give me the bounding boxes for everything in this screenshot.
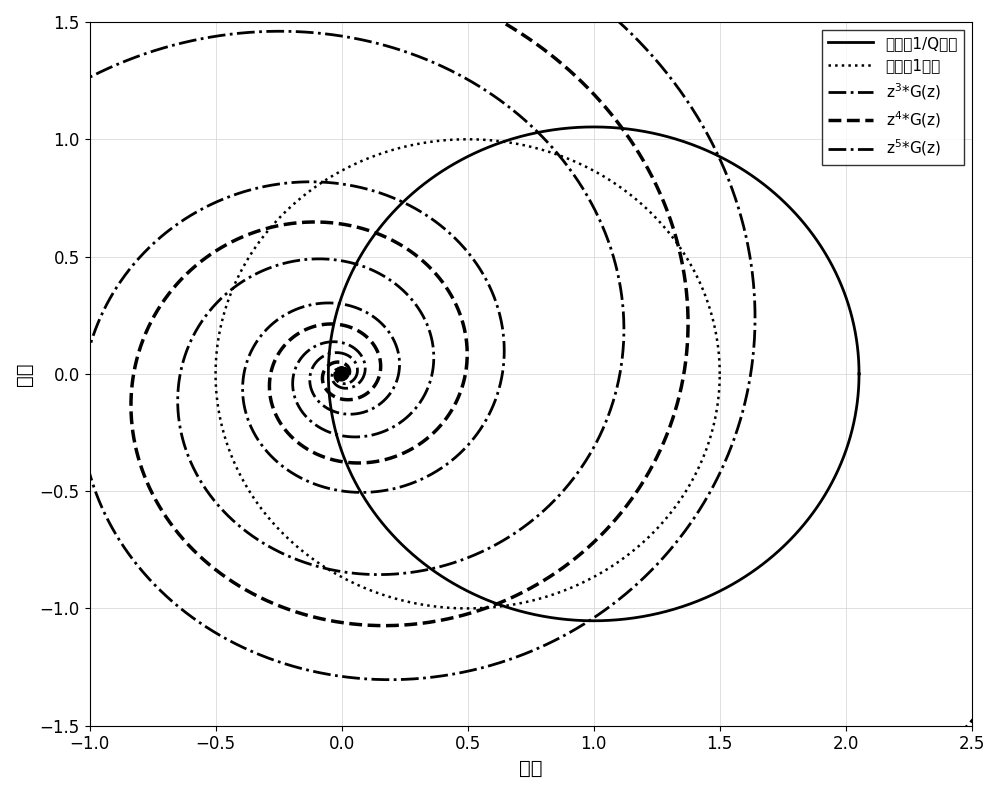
z$^5$*G(z) [339,365,351,374]
z$^3$*G(z) [336,365,348,374]
z$^3$*G(z) [336,369,348,378]
z$^3$*G(z) [268,318,280,328]
半径为1的圆 [710,411,722,420]
Y-axis label: 虚轴: 虚轴 [15,362,34,385]
z$^4$*G(z) [335,374,347,384]
z$^3$*G(z) [305,368,317,377]
z$^3$*G(z) [336,374,348,384]
半径为1的圆 [701,295,713,305]
半径为1/Q的圆 [587,616,599,626]
半径为1的圆 [710,410,722,419]
Legend: 半径为1/Q的圆, 半径为1的圆, z$^3$*G(z), z$^4$*G(z), z$^5$*G(z): 半径为1/Q的圆, 半径为1的圆, z$^3$*G(z), z$^4$*G(z)… [822,29,964,164]
z$^5$*G(z) [413,305,425,314]
z$^5$*G(z) [338,372,350,381]
z$^4$*G(z) [335,368,347,377]
半径为1的圆 [714,369,726,378]
半径为1/Q的圆 [651,609,663,619]
X-axis label: 实轴: 实轴 [519,759,542,778]
z$^5$*G(z) [338,374,350,384]
半径为1/Q的圆 [587,122,599,132]
z$^4$*G(z) [336,369,348,378]
半径为1/Q的圆 [853,369,865,378]
半径为1的圆 [210,350,222,359]
Line: 半径为1的圆: 半径为1的圆 [216,140,720,608]
半径为1的圆 [217,311,229,320]
半径为1/Q的圆 [849,412,861,422]
半径为1/Q的圆 [853,369,865,378]
z$^5$*G(z) [422,381,434,391]
半径为1/Q的圆 [331,308,343,317]
z$^5$*G(z) [336,369,348,378]
z$^3$*G(z) [336,365,348,374]
半径为1/Q的圆 [849,413,861,423]
半径为1/Q的圆 [323,349,335,358]
Line: 半径为1/Q的圆: 半径为1/Q的圆 [328,127,859,621]
半径为1的圆 [522,597,534,607]
半径为1的圆 [714,369,726,378]
z$^4$*G(z) [367,383,379,393]
半径为1的圆 [461,135,473,144]
z$^4$*G(z) [336,369,348,378]
半径为1/Q的圆 [840,291,852,301]
半径为1的圆 [461,603,473,613]
z$^4$*G(z) [336,369,348,378]
